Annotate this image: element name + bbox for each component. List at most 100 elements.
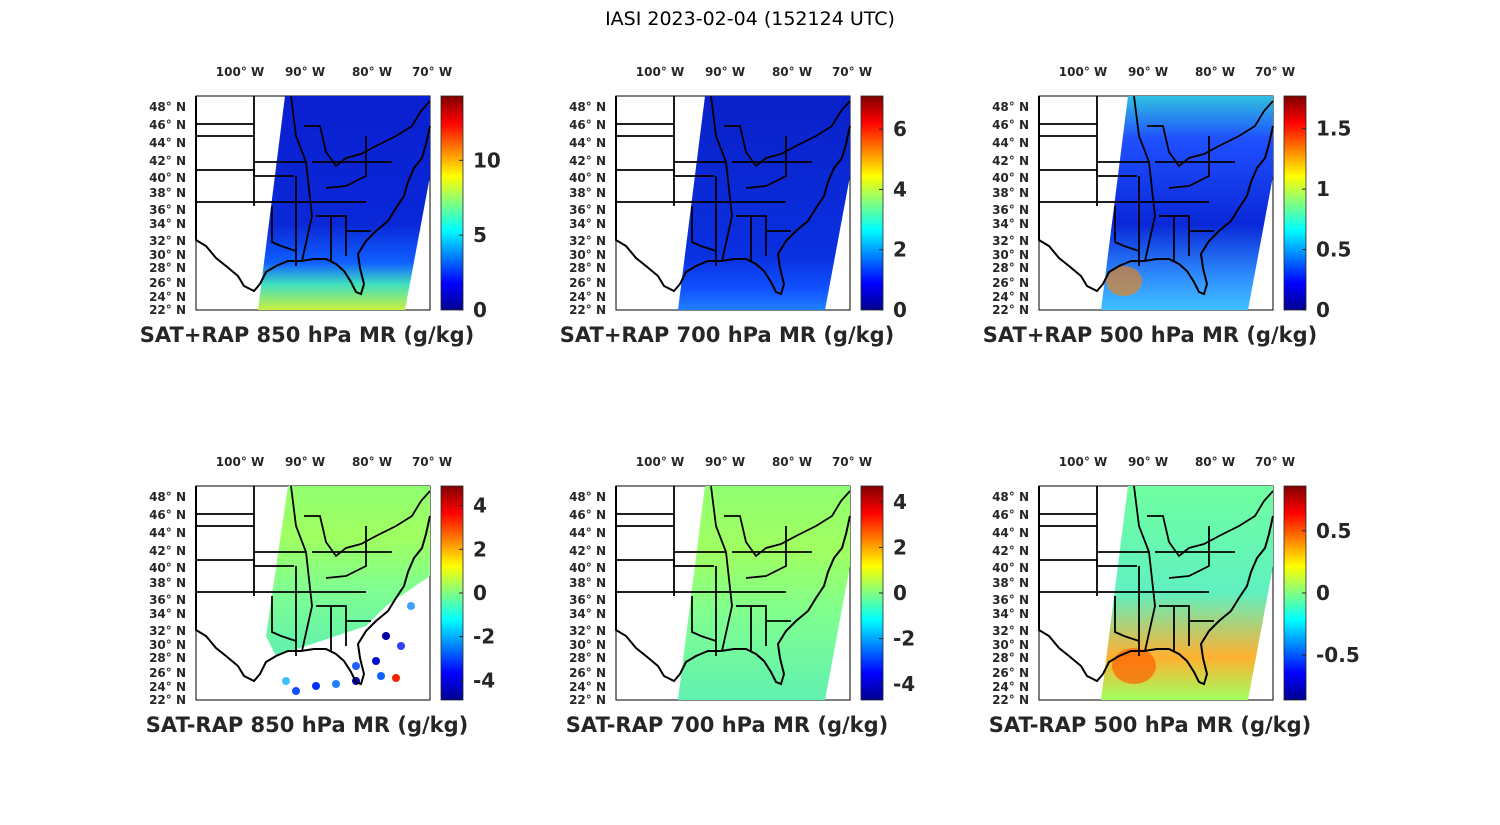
state-border xyxy=(1147,490,1274,558)
satellite-swath xyxy=(258,96,430,310)
lon-label: 100° W xyxy=(636,455,684,469)
lat-label: 46° N xyxy=(149,508,186,522)
lat-label: 40° N xyxy=(149,561,186,575)
colorbar-tick-label: 0 xyxy=(473,298,487,322)
map-panel: 48° N 46° N 44° N 42° N 40° N38° N 36° N34° N… xyxy=(146,455,495,737)
colorbar-tick-label: 1 xyxy=(1316,177,1330,201)
lat-label: 24° N xyxy=(149,290,186,304)
lat-label: 32° N xyxy=(149,624,186,638)
lat-label: 38° N xyxy=(149,186,186,200)
map-panel: 48° N 46° N 44° N 42° N 40° N38° N 36° N34° N… xyxy=(140,65,501,347)
coastline xyxy=(1038,486,1274,686)
lon-label: 80° W xyxy=(772,455,812,469)
lat-label: 36° N xyxy=(149,593,186,607)
colorbar-tick-label: 0 xyxy=(893,581,907,605)
lat-label: 28° N xyxy=(992,651,1029,665)
data-point xyxy=(352,662,360,670)
map-panel: 48° N 46° N 44° N 42° N 40° N38° N 36° N34° N… xyxy=(566,455,915,737)
state-border xyxy=(316,605,371,651)
panel-label: SAT-RAP 850 hPa MR (g/kg) xyxy=(146,713,469,737)
lon-label: 90° W xyxy=(285,65,325,79)
lat-label: 48° N xyxy=(149,490,186,504)
lon-label: 80° W xyxy=(352,455,392,469)
lat-label: 46° N xyxy=(992,508,1029,522)
lat-label: 26° N xyxy=(569,666,606,680)
state-border xyxy=(1039,513,1097,527)
state-border xyxy=(196,559,294,567)
lat-label: 36° N xyxy=(992,593,1029,607)
state-border xyxy=(290,95,313,262)
moisture-anomaly xyxy=(1106,266,1142,296)
lat-label: 48° N xyxy=(149,100,186,114)
lon-label: 70° W xyxy=(832,455,872,469)
map-panel: 48° N 46° N 44° N 42° N 40° N38° N 36° N34° N… xyxy=(989,455,1360,737)
lat-label: 28° N xyxy=(149,261,186,275)
state-border xyxy=(616,559,714,567)
state-border xyxy=(1133,95,1156,262)
lat-label: 46° N xyxy=(149,118,186,132)
lat-label: 48° N xyxy=(569,100,606,114)
state-border xyxy=(271,206,297,252)
colorbar-tick-label: -2 xyxy=(473,625,495,649)
lon-label: 90° W xyxy=(285,455,325,469)
lat-label: 46° N xyxy=(569,118,606,132)
colorbar-tick-label: 0.5 xyxy=(1316,519,1351,543)
state-border xyxy=(736,215,791,261)
lon-label: 80° W xyxy=(1195,65,1235,79)
coastline xyxy=(615,486,851,686)
lat-label: 34° N xyxy=(992,217,1029,231)
colorbar-tick-label: 0 xyxy=(1316,581,1330,605)
lat-label: 48° N xyxy=(992,100,1029,114)
colorbar-tick-label: 1.5 xyxy=(1316,117,1351,141)
lat-label: 36° N xyxy=(149,203,186,217)
colorbar-tick-label: -4 xyxy=(473,668,495,692)
lat-label: 44° N xyxy=(149,136,186,150)
state-border xyxy=(325,526,367,579)
data-point xyxy=(392,674,400,682)
state-border xyxy=(736,605,791,651)
lat-label: 24° N xyxy=(569,290,606,304)
lat-label: 40° N xyxy=(149,171,186,185)
state-border xyxy=(616,169,714,177)
lon-label: 70° W xyxy=(412,455,452,469)
data-point xyxy=(312,682,320,690)
lat-label: 30° N xyxy=(569,638,606,652)
lat-label: 44° N xyxy=(992,136,1029,150)
lat-label: 42° N xyxy=(992,154,1029,168)
data-point xyxy=(382,632,390,640)
lat-label: 44° N xyxy=(569,136,606,150)
lat-label: 24° N xyxy=(149,680,186,694)
state-border xyxy=(745,136,787,189)
lat-label: 40° N xyxy=(569,171,606,185)
state-border xyxy=(316,215,371,261)
data-point xyxy=(377,672,385,680)
lat-label: 42° N xyxy=(569,154,606,168)
panel-label: SAT+RAP 850 hPa MR (g/kg) xyxy=(140,323,474,347)
lat-label: 42° N xyxy=(569,544,606,558)
state-border xyxy=(1114,206,1140,252)
lon-label: 80° W xyxy=(352,65,392,79)
coastline xyxy=(195,486,431,686)
data-point xyxy=(282,677,290,685)
lat-label: 34° N xyxy=(569,217,606,231)
data-point xyxy=(292,687,300,695)
lon-label: 80° W xyxy=(1195,455,1235,469)
colorbar-tick-label: 4 xyxy=(893,490,907,514)
lat-label: 48° N xyxy=(569,490,606,504)
state-border xyxy=(1147,100,1274,168)
colorbar-tick-label: 2 xyxy=(473,537,487,561)
lat-label: 38° N xyxy=(992,186,1029,200)
lon-label: 70° W xyxy=(1255,65,1295,79)
state-border xyxy=(710,485,733,652)
colorbar-tick-label: 10 xyxy=(473,148,501,172)
lat-label: 24° N xyxy=(569,680,606,694)
lat-label: 36° N xyxy=(569,593,606,607)
colorbar-tick-label: 2 xyxy=(893,238,907,262)
colorbar xyxy=(440,95,464,311)
state-border xyxy=(1039,559,1137,567)
lat-label: 24° N xyxy=(992,680,1029,694)
coastline xyxy=(195,96,431,296)
state-border xyxy=(1168,136,1210,189)
lat-label: 48° N xyxy=(992,490,1029,504)
lat-label: 44° N xyxy=(149,526,186,540)
